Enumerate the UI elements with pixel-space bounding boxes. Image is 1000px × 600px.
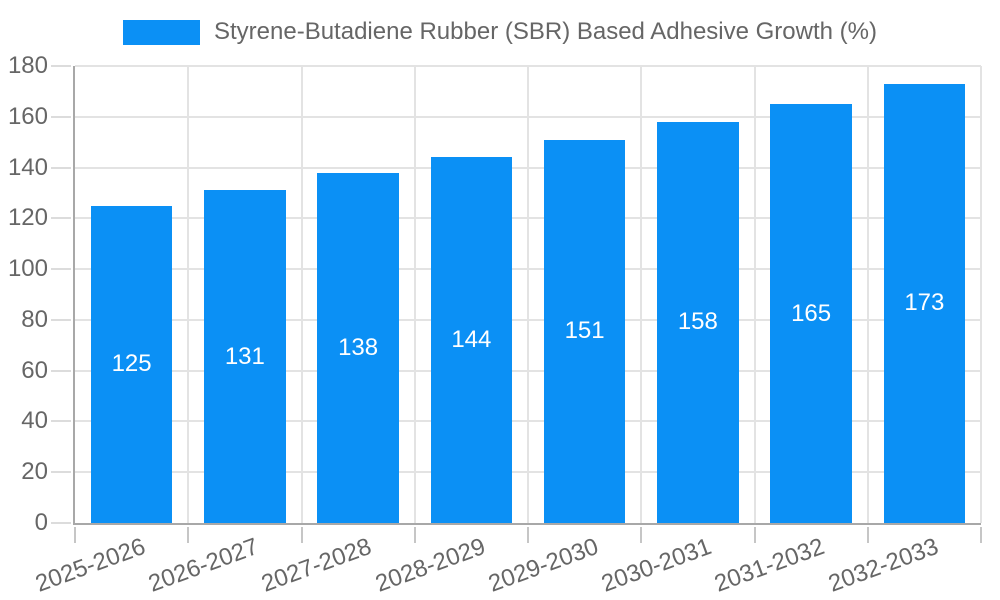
- bar[interactable]: 138: [317, 172, 399, 523]
- bar-value-label: 158: [677, 308, 718, 336]
- y-axis-tick: [51, 217, 71, 220]
- bar[interactable]: 131: [204, 190, 286, 523]
- legend-swatch: [123, 19, 200, 45]
- x-gridline: [640, 66, 643, 523]
- y-axis-tick-label: 80: [21, 305, 48, 333]
- x-axis-tick-label: 2029-2030: [484, 533, 602, 598]
- x-axis-tick-label: 2032-2033: [824, 533, 942, 598]
- x-axis-tick: [527, 527, 529, 543]
- x-axis-tick: [640, 527, 643, 543]
- x-gridline: [187, 66, 190, 523]
- plot-area: 0 20 40 60 80 100 120 140 160 180 125 2025-2026 131 2…: [8, 52, 982, 598]
- x-axis-tick: [413, 527, 416, 543]
- y-axis-tick: [51, 471, 71, 474]
- bar[interactable]: 144: [430, 157, 513, 523]
- y-axis-tick: [51, 420, 71, 423]
- x-axis-tick: [300, 527, 303, 543]
- bar-value-label: 131: [224, 342, 265, 370]
- x-axis-tick: [187, 527, 190, 543]
- y-axis-tick-label: 40: [21, 407, 48, 435]
- bar[interactable]: 151: [543, 139, 626, 523]
- y-axis-tick: [51, 522, 71, 524]
- x-axis-tick-label: 2026-2027: [145, 533, 263, 598]
- bar[interactable]: 173: [883, 83, 966, 523]
- bar-value-label: 165: [791, 299, 832, 327]
- x-axis-tick-label: 2027-2028: [258, 533, 376, 598]
- x-axis-tick-label: 2025-2026: [31, 533, 149, 598]
- x-gridline: [527, 66, 529, 523]
- bar[interactable]: 125: [90, 205, 173, 523]
- y-axis-tick-label: 0: [34, 509, 48, 536]
- x-axis-tick-label: 2031-2032: [711, 533, 829, 598]
- y-axis-tick-label: 100: [7, 255, 48, 283]
- legend[interactable]: Styrene-Butadiene Rubber (SBR) Based Adh…: [0, 17, 1000, 47]
- y-axis-tick: [51, 115, 71, 118]
- bar[interactable]: 158: [657, 121, 739, 523]
- x-axis-tick: [753, 527, 756, 543]
- y-axis-tick: [51, 65, 71, 67]
- bar-value-label: 144: [451, 326, 492, 354]
- y-axis-tick-label: 160: [7, 102, 48, 130]
- x-axis-tick-label: 2030-2031: [598, 533, 716, 598]
- legend-label: Styrene-Butadiene Rubber (SBR) Based Adh…: [214, 18, 877, 45]
- x-gridline: [753, 66, 756, 523]
- bar-value-label: 125: [111, 350, 152, 378]
- y-axis-tick-label: 20: [21, 458, 48, 486]
- x-gridline: [300, 66, 303, 523]
- y-axis-tick-label: 180: [7, 52, 48, 79]
- x-axis-tick: [74, 527, 76, 543]
- y-axis-tick: [51, 369, 71, 372]
- y-axis-tick: [51, 318, 71, 321]
- x-axis-tick: [866, 527, 869, 543]
- x-gridline: [980, 66, 982, 523]
- x-gridline: [866, 66, 869, 523]
- y-axis-tick-label: 140: [7, 153, 48, 181]
- bar[interactable]: 165: [770, 104, 852, 523]
- y-axis-tick-label: 120: [7, 204, 48, 232]
- y-axis-tick-label: 60: [21, 356, 48, 384]
- x-axis-tick: [980, 527, 982, 543]
- bar-value-label: 151: [564, 317, 605, 345]
- y-axis-tick: [51, 268, 71, 271]
- bar-value-label: 138: [338, 333, 379, 361]
- x-axis-tick-label: 2028-2029: [371, 533, 489, 598]
- bar-value-label: 173: [904, 289, 945, 317]
- y-axis-tick: [51, 166, 71, 169]
- x-gridline: [413, 66, 416, 523]
